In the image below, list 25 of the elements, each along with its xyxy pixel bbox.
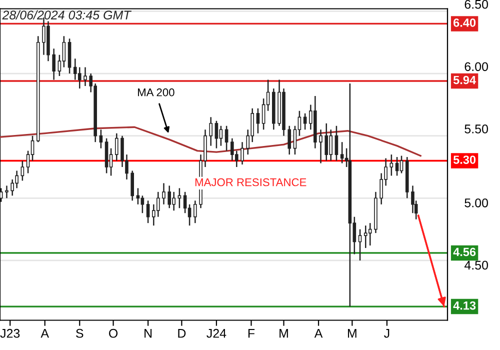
x-tick-label: F bbox=[248, 329, 255, 338]
x-tick-label: S bbox=[76, 328, 84, 338]
x-tick-label: O bbox=[109, 328, 118, 338]
x-tick-label: M bbox=[348, 329, 356, 338]
ref-line-label: 6.40 bbox=[453, 18, 476, 27]
x-tick-label: J bbox=[384, 329, 390, 338]
annotation: MA 200 bbox=[138, 88, 174, 96]
x-tick-label: M bbox=[280, 329, 288, 338]
y-tick-label: 5.50 bbox=[464, 124, 488, 134]
ref-line-label: 5.30 bbox=[453, 156, 476, 164]
y-tick-label: 5.00 bbox=[464, 198, 488, 208]
x-tick-label: N bbox=[144, 329, 152, 338]
ref-line-label: 4.56 bbox=[453, 248, 476, 256]
annotation: 28/06/2024 03:45 GMT bbox=[2, 10, 132, 20]
ref-line-label: 4.13 bbox=[453, 301, 476, 310]
x-tick-label: J24 bbox=[206, 328, 226, 338]
x-tick-label: A bbox=[314, 329, 323, 338]
ref-line-label: 5.94 bbox=[453, 76, 476, 84]
y-tick-label: 4.50 bbox=[464, 260, 488, 270]
x-tick-label: A bbox=[40, 329, 50, 338]
annotation: MAJOR RESISTANCE bbox=[195, 178, 306, 186]
x-tick-label: D bbox=[178, 329, 186, 338]
x-tick-label: J23 bbox=[0, 328, 20, 338]
y-tick-label: 6.00 bbox=[464, 62, 488, 72]
y-tick-label: 6.50 bbox=[464, 0, 488, 9]
